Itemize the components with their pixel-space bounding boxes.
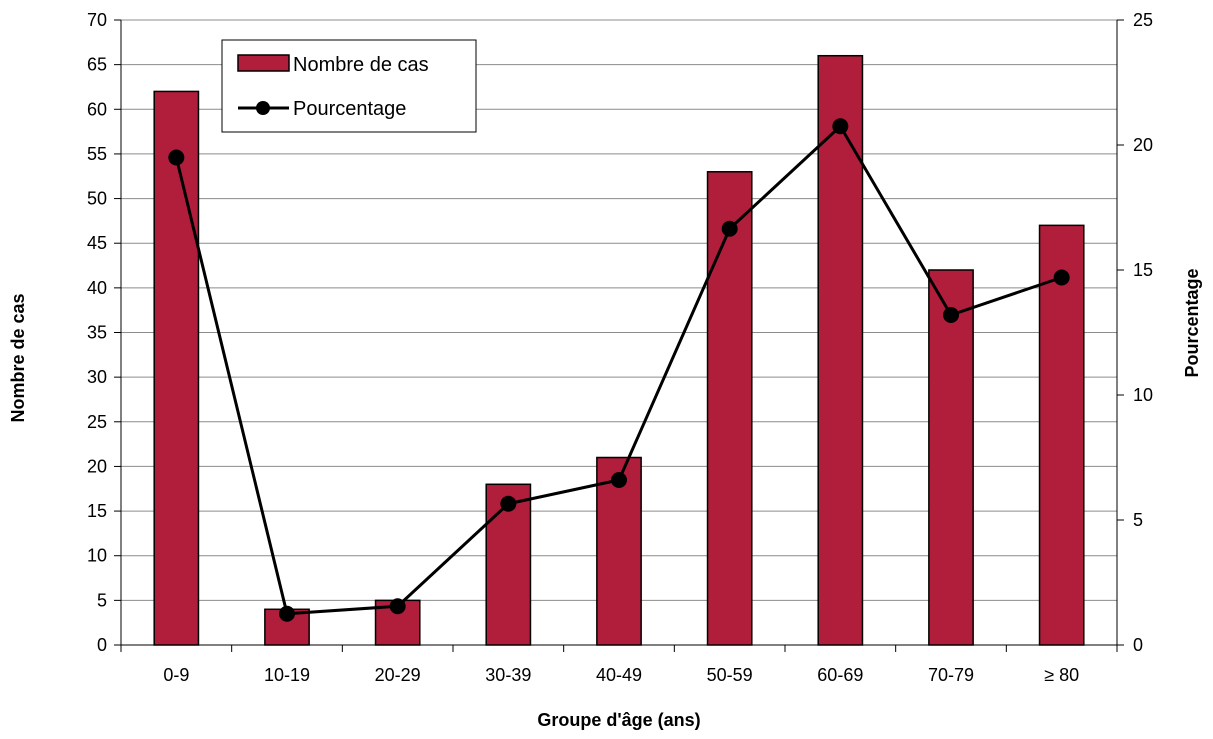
x-tick-label: 50-59 [707, 665, 753, 685]
x-tick-label: 20-29 [375, 665, 421, 685]
legend-box [221, 39, 477, 133]
y-tick-label: 40 [87, 278, 107, 298]
x-tick-label: 10-19 [264, 665, 310, 685]
y2-tick-label: 20 [1133, 135, 1153, 155]
y-tick-label: 70 [87, 10, 107, 30]
y-tick-label: 15 [87, 501, 107, 521]
y2-tick-label: 5 [1133, 510, 1143, 530]
x-tick-label: 70-79 [928, 665, 974, 685]
y2-tick-label: 10 [1133, 385, 1153, 405]
line-point [279, 605, 295, 622]
y-tick-label: 60 [87, 99, 107, 119]
x-axis-title: Groupe d'âge (ans) [537, 710, 700, 730]
bar [817, 54, 864, 646]
y-tick-label: 65 [87, 55, 107, 75]
line-series [168, 118, 1070, 622]
line-point [1053, 269, 1070, 286]
legend: Nombre de cas Pourcentage [221, 39, 477, 133]
y-tick-label: 25 [87, 412, 107, 432]
legend-marker [256, 101, 270, 115]
legend-label-pourcentage: Pourcentage [293, 98, 406, 120]
legend-bar-swatch [237, 54, 290, 72]
line-point [500, 495, 517, 512]
legend-label-nombre: Nombre de cas [293, 54, 429, 76]
bar [1038, 224, 1085, 646]
y2-axis-title: Pourcentage [1182, 268, 1202, 377]
line-point [721, 220, 738, 237]
y-tick-label: 45 [87, 233, 107, 253]
y-tick-label: 10 [87, 546, 107, 566]
y-tick-label: 30 [87, 367, 107, 387]
line-point [168, 149, 185, 166]
y-tick-label: 50 [87, 189, 107, 209]
x-tick-label: 60-69 [817, 665, 863, 685]
x-tick-label: 30-39 [485, 665, 531, 685]
y2-tick-label: 0 [1133, 635, 1143, 655]
y-tick-label: 20 [87, 456, 107, 476]
y2-tick-label: 15 [1133, 260, 1153, 280]
x-tick-label: 40-49 [596, 665, 642, 685]
x-tick-label: ≥ 80 [1044, 665, 1079, 685]
bar [928, 269, 974, 646]
bar [153, 90, 200, 646]
y-tick-label: 5 [97, 590, 107, 610]
bar [596, 456, 642, 646]
y-axis-title: Nombre de cas [8, 293, 28, 422]
bar-series [153, 54, 1085, 646]
line-point [832, 118, 849, 135]
y-tick-label: 55 [87, 144, 107, 164]
line-point [943, 307, 959, 323]
x-tick-label: 0-9 [163, 665, 189, 685]
y-tick-label: 0 [97, 635, 107, 655]
y2-tick-label: 25 [1133, 10, 1153, 30]
bar [706, 171, 753, 646]
line-point [611, 472, 627, 488]
axes: 0 5 10 15 20 25 30 35 40 45 50 55 60 65 70 0 5 10 15 20 25 0-… [87, 10, 1153, 685]
y-tick-label: 35 [87, 323, 107, 343]
line-point [389, 598, 406, 615]
